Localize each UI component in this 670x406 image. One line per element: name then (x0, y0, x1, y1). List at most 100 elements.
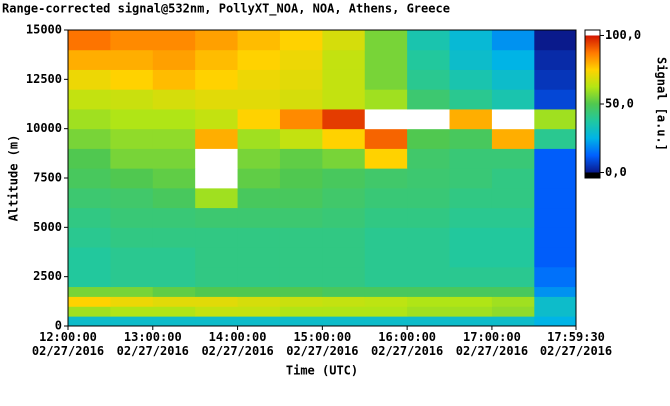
x-axis-label: Time (UTC) (286, 364, 358, 378)
heatmap-cell (152, 49, 196, 70)
heatmap-cell (322, 187, 366, 209)
heatmap-cell (237, 266, 281, 288)
heatmap-cell (279, 296, 323, 307)
heatmap-cell (152, 128, 196, 149)
heatmap-cell (364, 128, 408, 149)
heatmap-cell (322, 148, 366, 169)
y-tick-label: 2500 (33, 269, 62, 283)
y-axis-label: Altitude (m) (7, 135, 21, 222)
heatmap-cell (407, 187, 451, 209)
heatmap-cell (279, 247, 323, 268)
heatmap-cell (68, 266, 111, 288)
heatmap-cell (364, 296, 408, 307)
heatmap-cell (110, 128, 154, 149)
heatmap-cell (534, 296, 577, 307)
heatmap-cell (534, 30, 577, 51)
heatmap-cell (534, 49, 577, 70)
heatmap-cell (68, 168, 111, 189)
heatmap-cell (195, 227, 239, 248)
heatmap-cell (279, 30, 323, 51)
heatmap-cell (491, 187, 535, 209)
heatmap-cell (68, 316, 111, 327)
heatmap-cell (152, 69, 196, 90)
heatmap-cell (407, 148, 451, 169)
heatmap-cell (279, 148, 323, 169)
heatmap-cell (364, 306, 408, 317)
x-tick-label: 16:00:00 02/27/2016 (371, 330, 444, 358)
heatmap-cell (364, 89, 408, 110)
heatmap-cell (449, 286, 493, 297)
heatmap-cell (195, 207, 239, 228)
heatmap-cell (364, 69, 408, 90)
heatmap-cell (237, 49, 281, 70)
heatmap-cell (152, 316, 196, 327)
heatmap-cell (110, 89, 154, 110)
heatmap-cell (68, 306, 111, 317)
heatmap-cell (364, 108, 408, 130)
y-tick-label: 5000 (33, 220, 62, 234)
colorbar-tick-label: 100,0 (605, 28, 641, 42)
heatmap-cell (322, 207, 366, 228)
heatmap-cell (110, 49, 154, 70)
heatmap-cell (364, 49, 408, 70)
heatmap-cell (534, 207, 577, 228)
heatmap-cell (237, 108, 281, 130)
heatmap-cell (279, 266, 323, 288)
heatmap-cell (491, 128, 535, 149)
heatmap-cell (407, 227, 451, 248)
heatmap-cell (279, 286, 323, 297)
heatmap-cell (449, 69, 493, 90)
heatmap-cell (279, 187, 323, 209)
heatmap-cell (68, 286, 111, 297)
heatmap-cell (152, 148, 196, 169)
heatmap-cell (237, 69, 281, 90)
heatmap-cell (68, 108, 111, 130)
heatmap-cell (449, 266, 493, 288)
heatmap-cell (491, 286, 535, 297)
heatmap-cell (237, 148, 281, 169)
heatmap-cell (152, 168, 196, 189)
colorbar-label: Signal [a.u.] (655, 57, 669, 151)
heatmap-cell (407, 49, 451, 70)
heatmap-cell (534, 247, 577, 268)
heatmap-cell (237, 316, 281, 327)
heatmap-cell (534, 148, 577, 169)
heatmap-cell (110, 266, 154, 288)
heatmap-cell (364, 30, 408, 51)
heatmap-cell (534, 286, 577, 297)
chart-title: Range-corrected signal@532nm, PollyXT_NO… (2, 2, 450, 17)
heatmap-cell (534, 227, 577, 248)
heatmap-cell (449, 128, 493, 149)
heatmap-cell (195, 168, 239, 189)
y-tick-label: 15000 (26, 23, 62, 37)
heatmap-cell (110, 207, 154, 228)
heatmap-cell (237, 306, 281, 317)
heatmap-cell (68, 30, 111, 51)
heatmap-cell (110, 296, 154, 307)
heatmap-cell (279, 316, 323, 327)
heatmap-cell (237, 168, 281, 189)
heatmap-cell (534, 89, 577, 110)
heatmap-cell (322, 266, 366, 288)
heatmap-cell (534, 266, 577, 288)
heatmap-cell (407, 30, 451, 51)
heatmap-cell (491, 296, 535, 307)
heatmap-cell (110, 148, 154, 169)
heatmap-cell (491, 89, 535, 110)
heatmap-cell (195, 296, 239, 307)
x-tick-label: 12:00:00 02/27/2016 (31, 330, 105, 358)
heatmap-cell (449, 296, 493, 307)
x-tick-label: 17:00:00 02/27/2016 (455, 330, 529, 358)
heatmap-cell (68, 69, 111, 90)
heatmap-cell (449, 30, 493, 51)
heatmap-cell (110, 69, 154, 90)
heatmap-cell (534, 187, 577, 209)
heatmap-cell (195, 286, 239, 297)
heatmap-cell (237, 227, 281, 248)
heatmap-cell (279, 227, 323, 248)
heatmap-cell (407, 207, 451, 228)
heatmap-cell (322, 30, 366, 51)
heatmap-cell (110, 316, 154, 327)
heatmap-cell (279, 168, 323, 189)
heatmap-cell (152, 247, 196, 268)
